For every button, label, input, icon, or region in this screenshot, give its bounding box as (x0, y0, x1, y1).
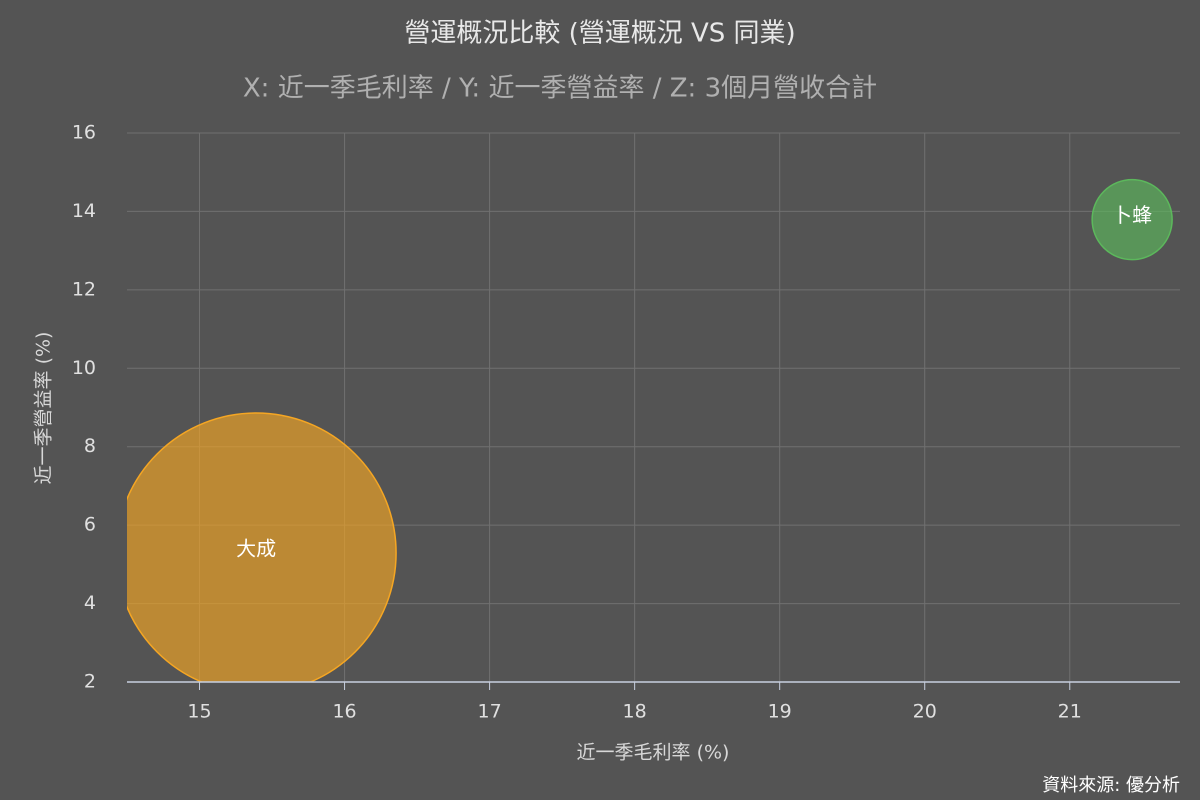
bubble-label: 大成 (236, 536, 276, 560)
y-tick-label: 6 (84, 514, 96, 536)
y-tick-label: 16 (72, 122, 96, 144)
x-tick-label: 17 (478, 701, 502, 723)
y-tick-label: 12 (72, 278, 96, 300)
x-tick-label: 18 (623, 701, 647, 723)
y-tick-label: 10 (72, 357, 96, 379)
chart-title: 營運概況比較 (營運概況 VS 同業) (404, 19, 795, 49)
x-axis-title: 近一季毛利率 (%) (577, 742, 730, 764)
y-tick-label: 8 (84, 435, 96, 457)
bubble (1091, 178, 1173, 261)
x-tick-label: 20 (913, 701, 937, 723)
x-tick-label: 21 (1058, 701, 1082, 723)
bubble (127, 412, 397, 682)
y-tick-label: 2 (84, 671, 96, 693)
x-tick-label: 15 (187, 701, 211, 723)
chart-subtitle: X: 近一季毛利率 / Y: 近一季營益率 / Z: 3個月營收合計 (243, 74, 877, 104)
y-axis-title: 近一季營益率 (%) (33, 332, 55, 485)
plot-area (127, 178, 1173, 682)
y-tick-label: 4 (84, 592, 96, 614)
x-tick-label: 19 (768, 701, 792, 723)
x-tick-label: 16 (332, 701, 356, 723)
bubble-label: 卜蜂 (1112, 203, 1152, 227)
y-tick-label: 14 (72, 200, 96, 222)
source-note: 資料來源: 優分析 (1042, 775, 1180, 796)
